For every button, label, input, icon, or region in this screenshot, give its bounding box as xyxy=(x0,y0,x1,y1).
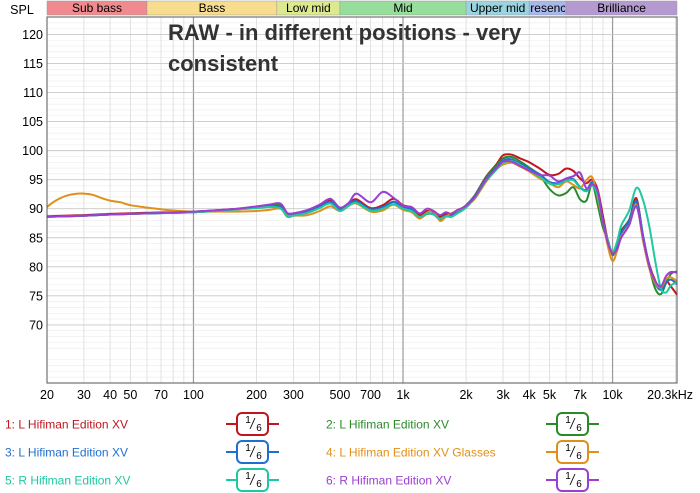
y-tick-label: 80 xyxy=(29,260,43,274)
legend-smoothing-slash-5 xyxy=(249,473,256,486)
x-tick-label: 30 xyxy=(77,388,91,402)
x-tick-label: 500 xyxy=(330,388,351,402)
chart-title-line: RAW - in different positions - very xyxy=(168,20,522,45)
y-tick-label: 115 xyxy=(23,57,43,71)
legend-entry-label-6: 6: R Hifiman Edition XV xyxy=(326,474,451,488)
legend-smoothing-numerator-1: 1 xyxy=(245,415,251,426)
legend-smoothing-denominator-4: 6 xyxy=(576,451,582,462)
legend-smoothing-denominator-5: 6 xyxy=(256,479,262,490)
x-tick-label: 7k xyxy=(574,388,588,402)
x-tick-label: 1k xyxy=(396,388,410,402)
legend-entry-label-5: 5: R Hifiman Edition XV xyxy=(5,474,130,488)
x-tick-label: 2k xyxy=(459,388,473,402)
legend-smoothing-denominator-3: 6 xyxy=(256,451,262,462)
chart-title: RAW - in different positions - very consi… xyxy=(168,20,522,76)
band-label-low-mid: Low mid xyxy=(286,1,331,15)
band-label-mid: Mid xyxy=(393,1,412,15)
y-tick-label: 70 xyxy=(29,318,43,332)
x-tick-label: 10k xyxy=(602,388,623,402)
x-tick-label: 4k xyxy=(523,388,537,402)
y-tick-label: 110 xyxy=(23,86,43,100)
legend-smoothing-numerator-6: 1 xyxy=(565,471,571,482)
legend-smoothing-numerator-4: 1 xyxy=(565,443,571,454)
x-tick-label: 5k xyxy=(543,388,557,402)
legend-entry-label-1: 1: L Hifiman Edition XV xyxy=(5,418,128,432)
plot-grid xyxy=(46,16,677,383)
x-tick-label: 20.3kHz xyxy=(647,388,693,402)
y-tick-labels: 120 115 110 105 100 95 90 85 80 75 70 xyxy=(22,28,43,332)
y-axis-label: SPL xyxy=(10,3,34,17)
band-brilliance xyxy=(565,0,678,16)
legend-smoothing-numerator-2: 1 xyxy=(565,415,571,426)
x-tick-labels: 20 30 40 50 70 100 200 300 500 700 1k 2k 3k 4k 5k 7k 10k… xyxy=(40,388,693,402)
x-tick-label: 50 xyxy=(123,388,137,402)
x-tick-label: 200 xyxy=(246,388,267,402)
x-tick-label: 20 xyxy=(40,388,54,402)
band-label-brilliance: Brilliance xyxy=(597,1,646,15)
response-curves xyxy=(46,153,678,296)
legend-entry-label-3: 3: L Hifiman Edition XV xyxy=(5,446,128,460)
x-tick-label: 3k xyxy=(496,388,510,402)
band-label-sub-bass: Sub bass xyxy=(72,1,122,15)
x-tick-label: 100 xyxy=(183,388,204,402)
legend-smoothing-slash-2 xyxy=(569,417,576,430)
plot-frame xyxy=(46,16,678,384)
legend-smoothing-denominator-2: 6 xyxy=(576,423,582,434)
legend-smoothing-numerator-5: 1 xyxy=(245,471,251,482)
y-tick-label: 90 xyxy=(29,202,43,216)
band-label-bass: Bass xyxy=(199,1,226,15)
legend-entry-label-2: 2: L Hifiman Edition XV xyxy=(326,418,449,432)
y-tick-label: 120 xyxy=(22,28,43,42)
curve-series-6 xyxy=(46,160,678,288)
legend-smoothing-denominator-1: 6 xyxy=(256,423,262,434)
chart-title-line: consistent xyxy=(168,51,279,76)
legend-smoothing-numerator-3: 1 xyxy=(245,443,251,454)
legend-smoothing-slash-3 xyxy=(249,445,256,458)
y-tick-label: 75 xyxy=(29,289,43,303)
legend-smoothing-slash-4 xyxy=(569,445,576,458)
legend-smoothing-slash-6 xyxy=(569,473,576,486)
x-tick-label: 70 xyxy=(154,388,168,402)
x-tick-label: 300 xyxy=(283,388,304,402)
legend: 1: L Hifiman Edition XV 16 2: L Hifiman Ed… xyxy=(5,412,599,492)
band-label-presence: Presence xyxy=(522,1,573,15)
x-tick-label: 700 xyxy=(360,388,381,402)
legend-smoothing-denominator-6: 6 xyxy=(576,479,582,490)
x-tick-label: 40 xyxy=(103,388,117,402)
y-tick-label: 105 xyxy=(22,115,43,129)
legend-entry-label-4: 4: L Hifiman Edition XV Glasses xyxy=(326,446,496,460)
y-tick-label: 95 xyxy=(29,173,43,187)
y-tick-label: 85 xyxy=(29,231,43,245)
legend-smoothing-slash-1 xyxy=(249,417,256,430)
y-tick-label: 100 xyxy=(22,144,43,158)
band-label-upper-mid: Upper mid xyxy=(470,1,525,15)
